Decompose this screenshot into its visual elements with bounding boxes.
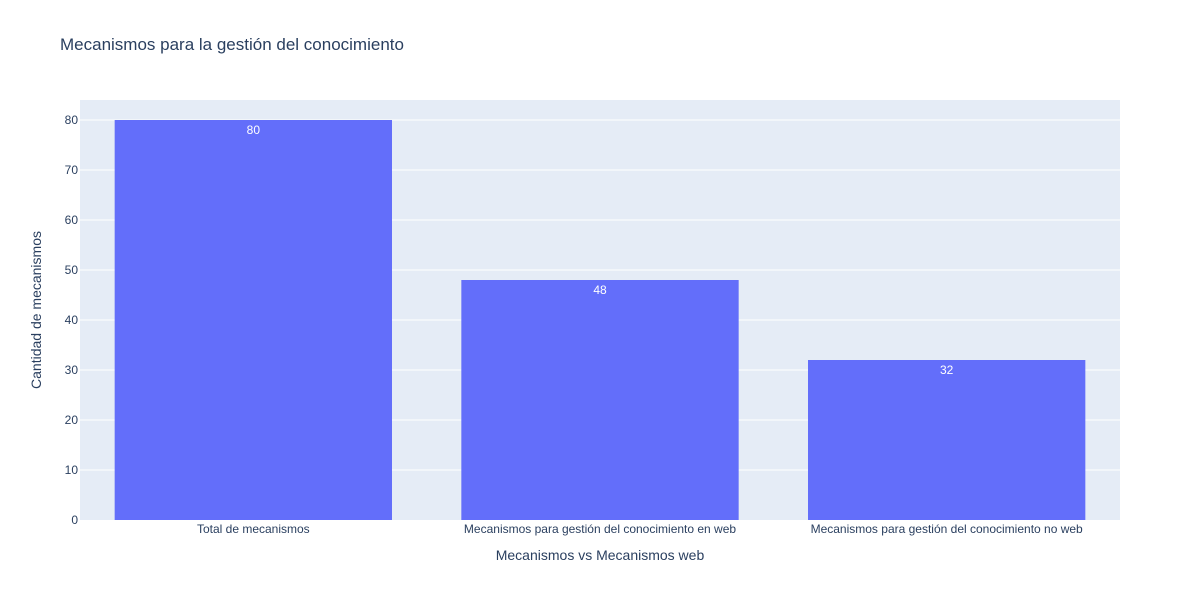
x-tick-label: Total de mecanismos (197, 522, 310, 536)
x-tick-label: Mecanismos para gestión del conocimiento… (811, 522, 1083, 536)
x-axis-ticks: Total de mecanismos Mecanismos para gesti… (197, 522, 1083, 536)
y-axis-ticks: 0 10 20 30 40 50 60 70 80 (65, 113, 79, 527)
bar (461, 280, 739, 520)
y-axis-title: Cantidad de mecanismos (28, 231, 44, 389)
bar (808, 360, 1086, 520)
bar-data-label: 48 (593, 283, 607, 297)
y-tick-label: 70 (65, 163, 79, 177)
y-tick-label: 80 (65, 113, 79, 127)
y-tick-label: 50 (65, 263, 79, 277)
y-tick-label: 10 (65, 463, 79, 477)
x-axis-title: Mecanismos vs Mecanismos web (496, 547, 705, 563)
y-tick-label: 0 (71, 513, 78, 527)
y-tick-label: 20 (65, 413, 79, 427)
y-tick-label: 60 (65, 213, 79, 227)
x-tick-label: Mecanismos para gestión del conocimiento… (464, 522, 736, 536)
y-tick-label: 40 (65, 313, 79, 327)
bars: 80 48 32 (114, 120, 1086, 520)
bar-data-label: 80 (247, 123, 261, 137)
y-tick-label: 30 (65, 363, 79, 377)
bar (114, 120, 393, 520)
bar-data-label: 32 (940, 363, 954, 377)
chart-title: Mecanismos para la gestión del conocimie… (60, 35, 404, 54)
